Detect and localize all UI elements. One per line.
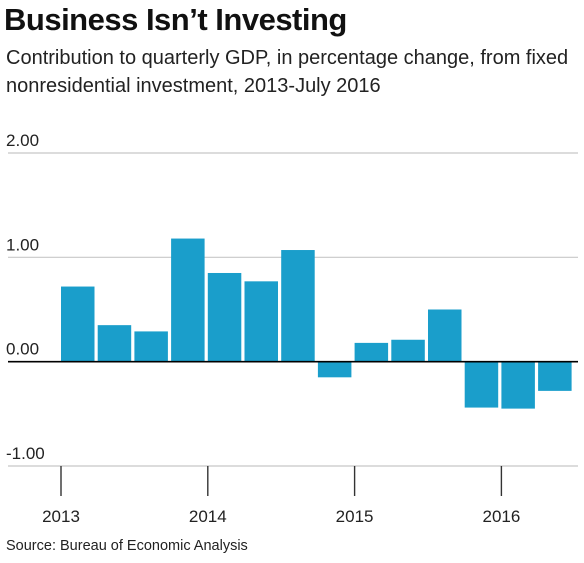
bar-2013-q4	[171, 238, 205, 362]
bars	[61, 238, 572, 409]
y-tick-labels: 2.00 1.00 0.00 -1.00	[6, 131, 45, 463]
bar-2015-q4	[464, 361, 499, 408]
bar-2015-q1	[354, 342, 389, 362]
bar-2015-q2	[391, 339, 425, 362]
x-tick-label: 2016	[482, 507, 520, 526]
bar-2013-q2	[97, 325, 132, 362]
y-tick-label: -1.00	[6, 444, 45, 463]
bar-2014-q2	[244, 281, 278, 362]
x-tick-label: 2015	[336, 507, 374, 526]
bar-2015-q3	[428, 309, 462, 362]
chart-subtitle: Contribution to quarterly GDP, in percen…	[6, 47, 569, 97]
bar-chart: 2.00 1.00 0.00 -1.00 2013 2014 2015 2016	[6, 131, 578, 526]
bar-2014-q3	[281, 250, 315, 362]
x-tick-label: 2013	[42, 507, 80, 526]
y-tick-label: 1.00	[6, 235, 39, 254]
y-tick-label: 0.00	[6, 340, 39, 359]
x-tick-label: 2014	[189, 507, 227, 526]
y-tick-label: 2.00	[6, 131, 39, 150]
bar-2013-q3	[134, 331, 168, 362]
bar-2013-q1	[61, 286, 95, 362]
chart-title: Business Isn’t Investing	[4, 2, 347, 37]
bar-2016-q1	[501, 361, 535, 409]
bar-2014-q1	[207, 272, 242, 362]
bar-2016-q2	[538, 361, 572, 391]
x-ticks: 2013 2014 2015 2016	[42, 466, 520, 526]
source-note: Source: Bureau of Economic Analysis	[6, 538, 248, 554]
bar-2014-q4	[317, 361, 352, 378]
